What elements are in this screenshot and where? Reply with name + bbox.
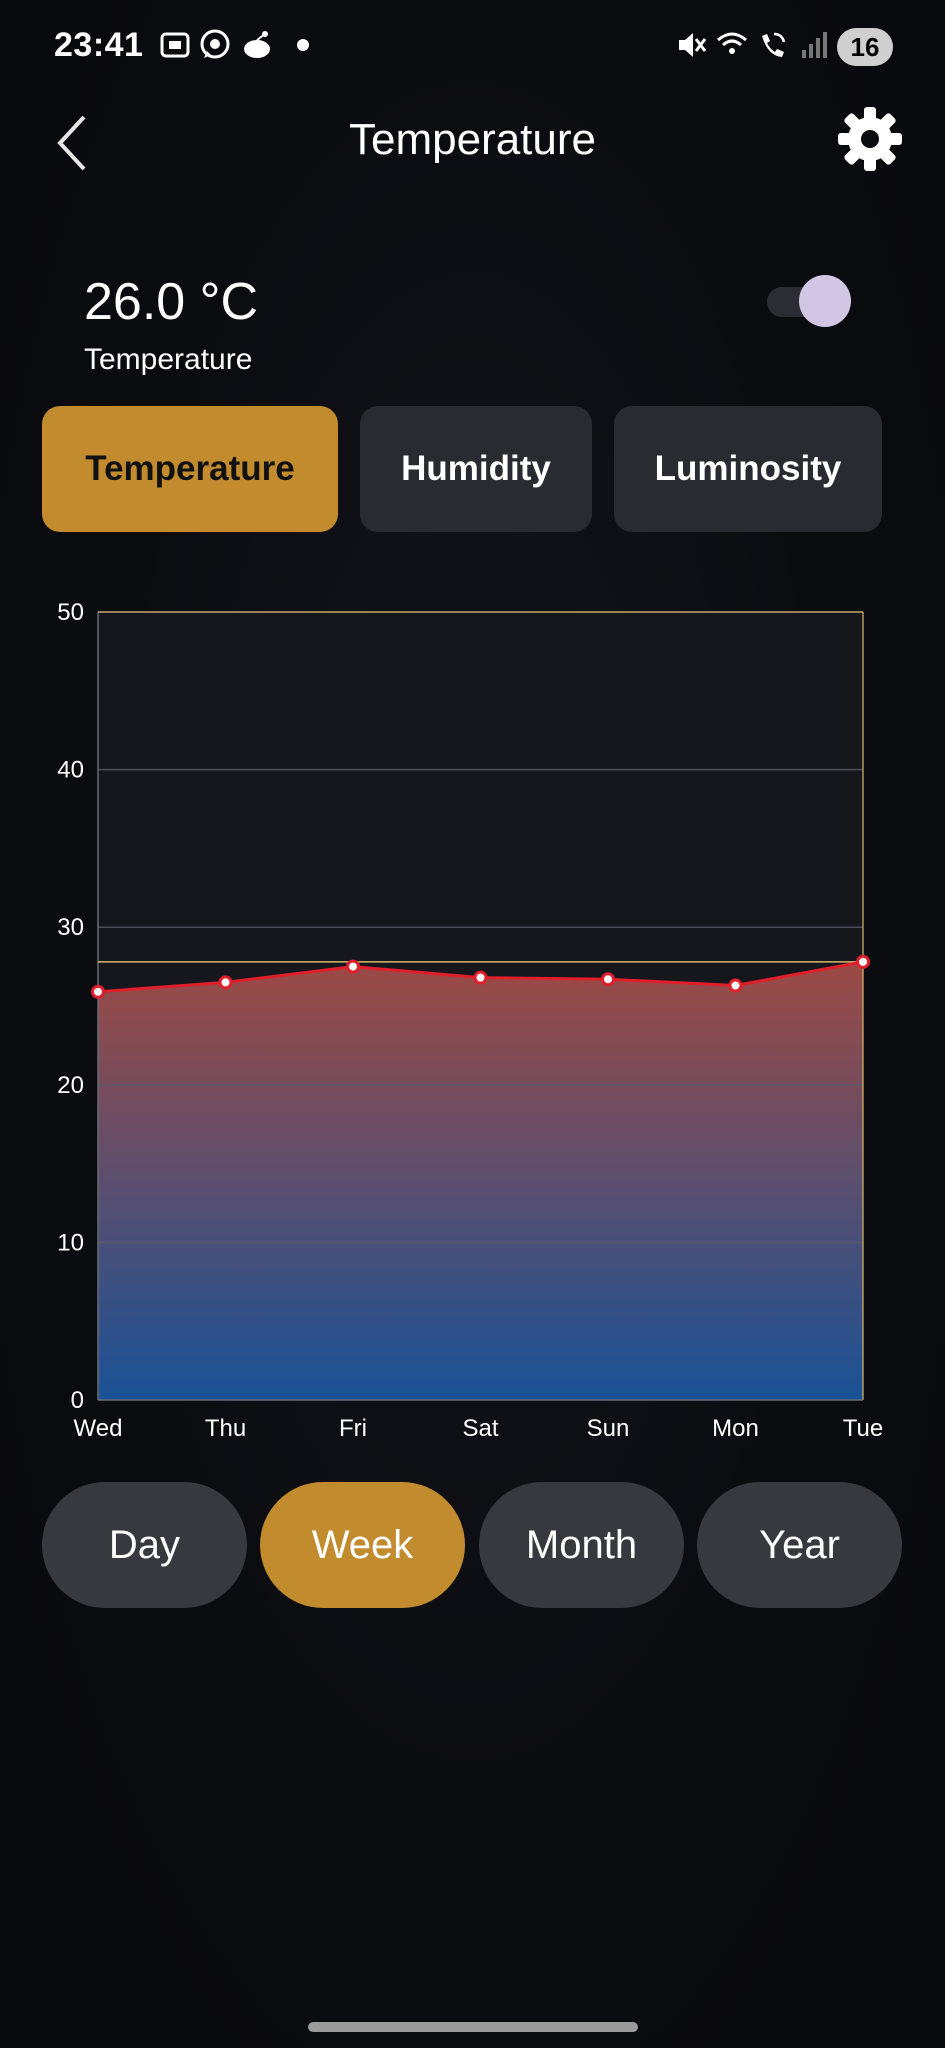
chart-x-tick-label: Mon [712,1415,759,1442]
current-reading-label: Temperature [84,343,253,376]
chart-y-tick-label: 50 [57,599,84,626]
back-arrow-icon[interactable] [52,113,92,173]
temperature-chart: 0 10 20 30 40 50 Wed Thu Fri Sat Sun Mon Tue [0,590,945,1460]
home-indicator[interactable] [308,2022,638,2032]
chart-data-point [728,978,743,993]
chart-data-point [601,972,615,987]
chart-data-point [473,970,488,985]
chart-data-point [218,975,233,990]
tab-temperature[interactable]: Temperature [42,406,338,532]
tab-luminosity[interactable]: Luminosity [614,406,882,532]
chart-y-tick-label: 30 [57,914,84,941]
toggle-knob [799,275,851,327]
chart-data-point [856,954,870,969]
status-time: 23:41 [54,26,144,64]
tab-humidity[interactable]: Humidity [360,406,592,532]
range-week[interactable]: Week [260,1482,465,1608]
status-bar: 23:41 16 [0,0,945,90]
chart-svg: 0 10 20 30 40 50 Wed Thu Fri Sat Sun Mon Tue [57,599,883,1442]
chart-x-tick-label: Tue [843,1415,883,1442]
whatsapp-icon [200,29,230,59]
dot-icon [297,39,309,51]
gear-icon[interactable] [836,105,904,173]
chart-y-tick-label: 20 [57,1072,84,1099]
battery-indicator: 16 [837,28,893,66]
chart-x-tick-label: Sun [587,1415,630,1442]
chart-data-point [346,959,360,974]
chart-y-tick-label: 10 [57,1229,84,1256]
screenshot-icon [160,32,190,58]
reddit-icon [244,31,270,58]
range-month[interactable]: Month [479,1482,684,1608]
range-day[interactable]: Day [42,1482,247,1608]
sensor-toggle[interactable] [767,275,851,327]
app-bar: Temperature [0,95,945,185]
chart-y-tick-label: 40 [57,757,84,784]
wifi-calling-icon [762,32,786,57]
chart-area-fill [98,961,863,1400]
wifi-icon [717,32,747,54]
signal-icon [802,32,827,58]
chart-x-tick-label: Wed [74,1415,123,1442]
chart-data-point [91,984,105,999]
chart-x-tick-label: Sat [462,1415,498,1442]
chart-x-tick-label: Thu [205,1415,246,1442]
range-year[interactable]: Year [697,1482,902,1608]
current-temperature-value: 26.0 °C [84,273,259,331]
chart-x-tick-label: Fri [339,1415,367,1442]
chart-y-tick-label: 0 [71,1387,84,1414]
page-title: Temperature [348,115,596,164]
mute-icon [679,33,707,57]
